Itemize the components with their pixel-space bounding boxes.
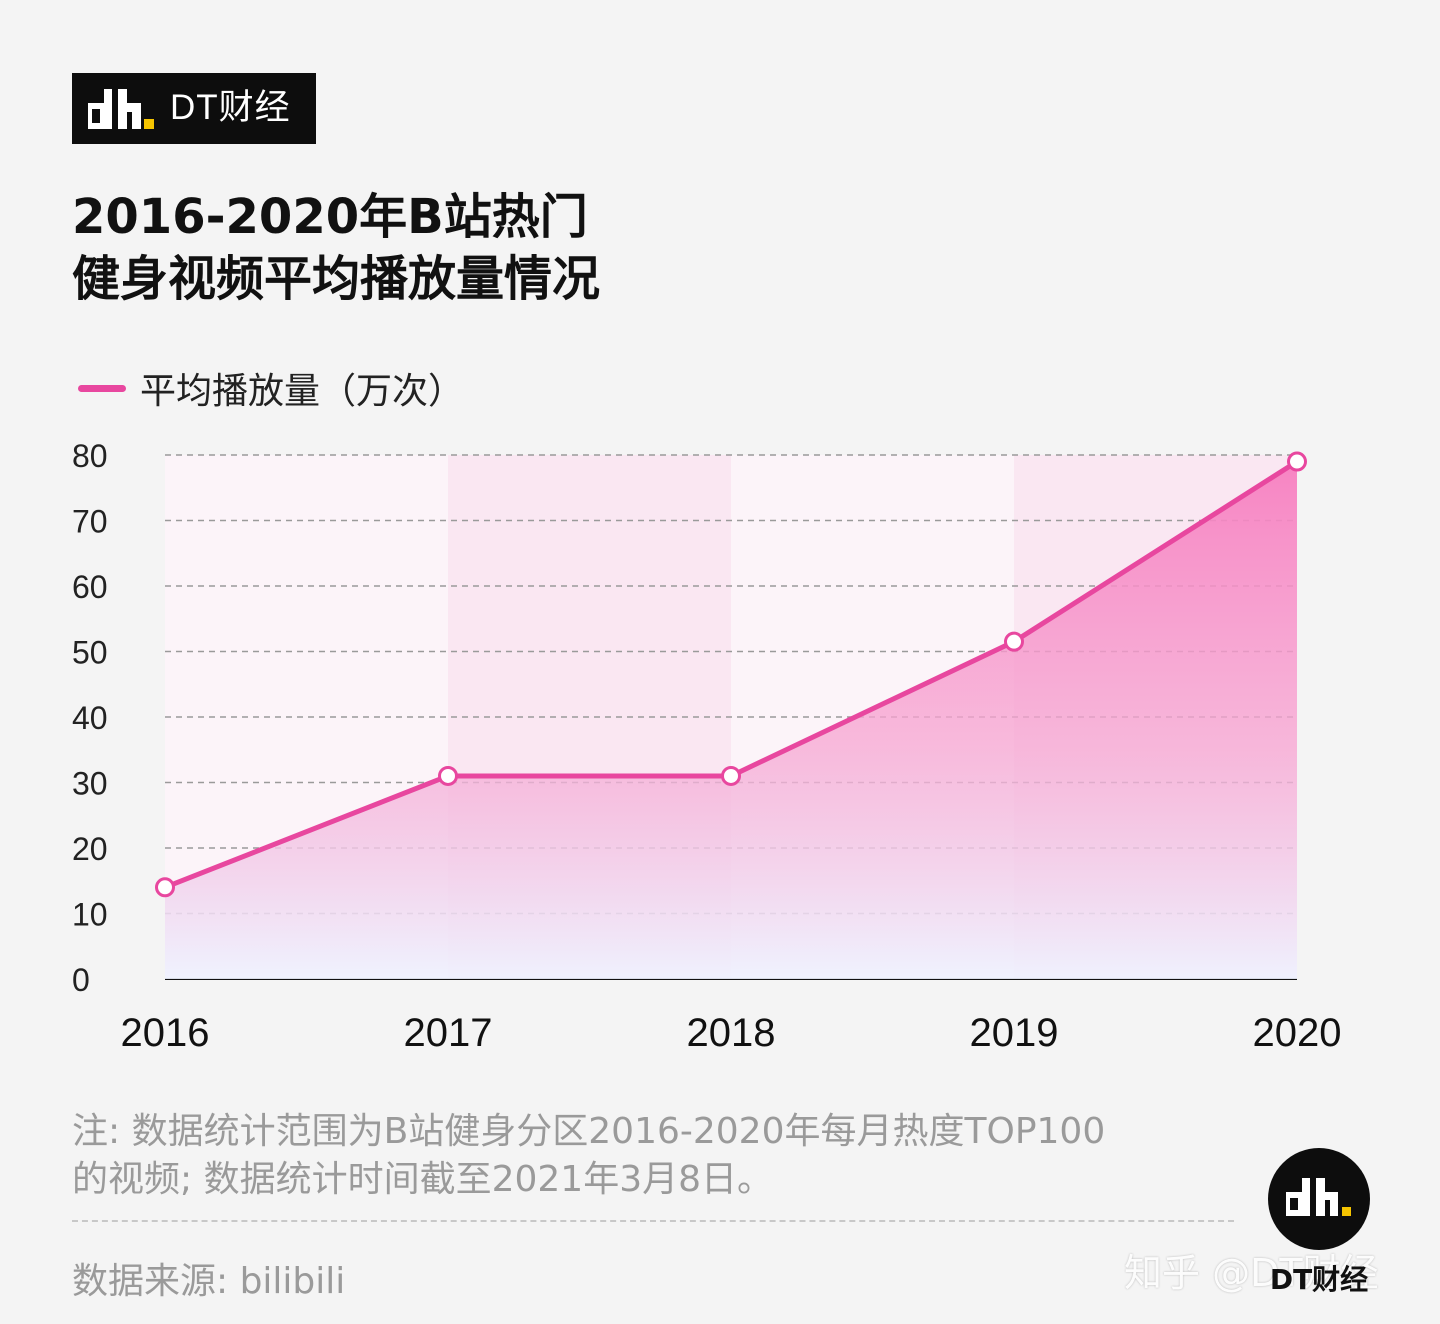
legend-swatch: [78, 384, 126, 392]
footnote-line-2: 的视频; 数据统计时间截至2021年3月8日。: [72, 1159, 773, 1200]
data-point: [438, 765, 458, 786]
title-line-2: 健身视频平均播放量情况: [72, 251, 601, 307]
y-tick-label: 70: [72, 504, 108, 540]
line-area-chart: 0 10 20 30 40 50 60 70 80 2016 2017 2018 2019 2020: [72, 438, 1342, 1055]
title-line-1: 2016-2020年B站热门: [72, 189, 588, 245]
zhihu-watermark: 知乎 @DT财经: [1124, 1251, 1379, 1295]
data-point: [721, 765, 741, 786]
y-tick-label: 40: [72, 700, 108, 736]
corner-brand: DT财经: [1269, 1263, 1369, 1296]
y-tick-label: 20: [72, 831, 108, 867]
dt-logo-icon: [88, 89, 154, 129]
x-tick-label: 2018: [687, 1011, 776, 1055]
legend-label: 平均播放量（万次）: [140, 371, 465, 412]
y-tick-label: 30: [72, 766, 108, 802]
x-tick-label: 2019: [970, 1011, 1059, 1055]
brand-name: DT财经: [170, 88, 291, 127]
chart-title: 2016-2020年B站热门 健身视频平均播放量情况: [72, 186, 600, 310]
x-tick-label: 2020: [1253, 1011, 1342, 1055]
y-tick-label: 0: [72, 962, 90, 998]
y-tick-label: 60: [72, 569, 108, 605]
y-tick-label: 80: [72, 438, 108, 474]
x-tick-label: 2016: [121, 1011, 210, 1055]
footnote: 注: 数据统计范围为B站健身分区2016-2020年每月热度TOP100 的视频…: [72, 1108, 1105, 1204]
y-tick-label: 10: [72, 897, 108, 933]
y-tick-label: 50: [72, 635, 108, 671]
y-axis-ticks: 0 10 20 30 40 50 60 70 80: [72, 438, 108, 998]
x-tick-label: 2017: [404, 1011, 493, 1055]
data-point: [155, 877, 175, 898]
dashed-divider: [72, 1220, 1234, 1222]
dt-corner-logo-icon: [1268, 1148, 1370, 1250]
x-axis-ticks: 2016 2017 2018 2019 2020: [121, 1011, 1342, 1055]
data-point: [1004, 631, 1024, 652]
data-point: [1287, 451, 1307, 472]
legend: 平均播放量（万次）: [78, 363, 464, 413]
brand-badge: DT财经: [72, 73, 316, 144]
footnote-line-1: 注: 数据统计范围为B站健身分区2016-2020年每月热度TOP100: [72, 1111, 1106, 1152]
area-layer: [165, 461, 1297, 979]
point-layer: [155, 451, 1307, 898]
data-source: 数据来源: bilibili: [72, 1261, 346, 1302]
series-area: [165, 461, 1297, 979]
